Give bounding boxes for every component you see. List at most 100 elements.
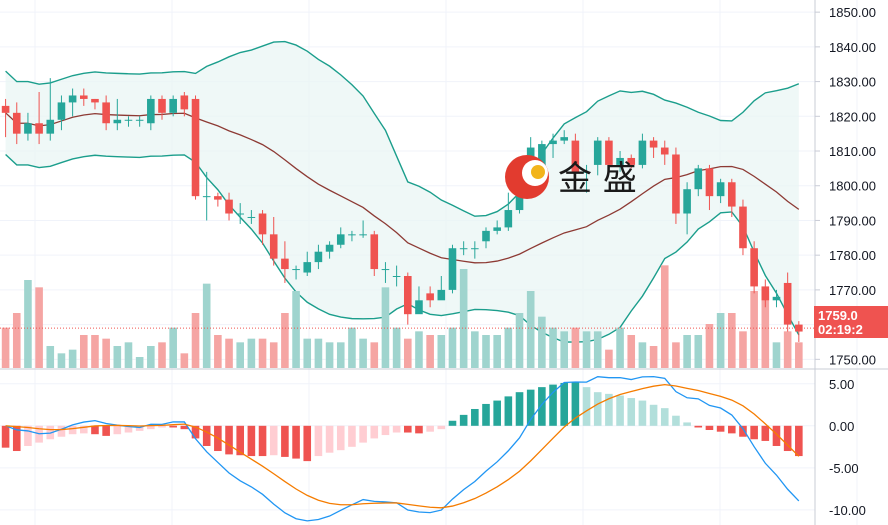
price-tick-label: 1850.00 bbox=[829, 5, 876, 20]
macd-histogram-bar bbox=[694, 425, 703, 428]
price-tag-countdown: 02:19:2 bbox=[818, 322, 863, 337]
volume-bar bbox=[526, 291, 535, 368]
candle-body bbox=[392, 276, 401, 277]
candle-body bbox=[493, 227, 501, 231]
volume-bar bbox=[214, 335, 222, 368]
candle-body bbox=[403, 276, 412, 315]
volume-bar bbox=[158, 342, 166, 368]
volume-bar bbox=[482, 335, 490, 368]
volume-bar bbox=[381, 287, 390, 368]
candle-body bbox=[236, 213, 245, 215]
candle-body bbox=[560, 137, 569, 141]
candle-body bbox=[102, 102, 110, 124]
candle-body bbox=[113, 119, 122, 124]
volume-bar bbox=[705, 324, 714, 368]
macd-histogram-bar bbox=[471, 408, 479, 426]
macd-histogram-bar bbox=[12, 425, 21, 452]
volume-bar bbox=[716, 313, 725, 368]
macd-histogram-bar bbox=[415, 425, 423, 434]
volume-bar bbox=[649, 346, 658, 368]
volume-bar bbox=[515, 313, 524, 368]
volume-bar bbox=[582, 331, 591, 368]
macd-histogram-bar bbox=[348, 425, 356, 447]
candle-body bbox=[214, 196, 222, 200]
macd-histogram-bar bbox=[772, 425, 781, 446]
price-tick-label: 1770.00 bbox=[829, 283, 876, 298]
candle-body bbox=[258, 213, 267, 235]
volume-bar bbox=[269, 342, 278, 368]
macd-histogram-bar bbox=[314, 425, 323, 457]
volume-bar bbox=[727, 313, 736, 368]
volume-bar bbox=[258, 338, 267, 368]
macd-axis[interactable]: 5.00 0.00 -5.00 -10.00 bbox=[829, 377, 866, 518]
volume-bar bbox=[91, 335, 99, 368]
volume-bar bbox=[102, 338, 110, 368]
candle-body bbox=[269, 234, 278, 259]
price-tick-label: 1790.00 bbox=[829, 213, 876, 228]
macd-histogram-bar bbox=[57, 425, 66, 437]
candle-body bbox=[135, 119, 144, 121]
volume-bar bbox=[113, 346, 122, 368]
volume-bar bbox=[24, 280, 32, 368]
macd-histogram-bar bbox=[672, 415, 680, 426]
volume-bar bbox=[605, 349, 613, 368]
macd-histogram-bar bbox=[783, 425, 792, 452]
volume-bar bbox=[392, 327, 401, 368]
volume-bar bbox=[12, 313, 21, 368]
candle-body bbox=[247, 216, 256, 218]
macd-tick-label: 0.00 bbox=[829, 419, 854, 434]
watermark-text: 金 盛 bbox=[558, 159, 637, 199]
volume-bar bbox=[750, 291, 758, 368]
candle-body bbox=[180, 95, 189, 110]
macd-histogram-bar bbox=[616, 395, 624, 426]
volume-bar bbox=[135, 357, 144, 368]
candle-body bbox=[716, 182, 725, 197]
volume-bar bbox=[638, 342, 647, 368]
upper-band-line bbox=[5, 40, 800, 217]
bollinger-bands bbox=[5, 40, 800, 343]
macd-histogram-bar bbox=[113, 425, 122, 435]
candle-body bbox=[783, 282, 792, 325]
macd-histogram-bar bbox=[649, 404, 658, 426]
candle-body bbox=[471, 248, 479, 250]
candle-body bbox=[672, 154, 680, 214]
candle-body bbox=[303, 262, 312, 273]
candle-body bbox=[538, 144, 546, 172]
band-fill bbox=[5, 41, 799, 343]
volume-bar bbox=[504, 327, 513, 368]
macd-histogram-bar bbox=[124, 425, 133, 433]
candle-body bbox=[292, 269, 300, 271]
candle-body bbox=[772, 296, 781, 301]
volume-bar bbox=[560, 331, 569, 368]
volume-bar bbox=[370, 342, 379, 368]
candle-body bbox=[705, 168, 714, 197]
macd-histogram-bar bbox=[191, 425, 200, 439]
macd-histogram-bar bbox=[627, 398, 636, 426]
candle-body bbox=[325, 244, 334, 252]
volume-bar bbox=[783, 331, 792, 368]
volume-bar bbox=[683, 335, 691, 368]
macd-histogram-bar bbox=[1, 425, 10, 448]
volume-bar bbox=[281, 313, 289, 368]
candle-body bbox=[12, 112, 21, 134]
volume-bar bbox=[616, 327, 624, 368]
macd-histogram-bar bbox=[493, 400, 501, 426]
candles bbox=[0, 78, 815, 342]
volume-bar bbox=[79, 335, 88, 368]
candle-body bbox=[57, 102, 66, 120]
volume-bar bbox=[593, 331, 602, 368]
macd-histogram-bar bbox=[526, 389, 535, 426]
candle-body bbox=[638, 140, 647, 165]
lower-band-line bbox=[5, 153, 800, 343]
candle-body bbox=[616, 157, 624, 165]
macd-histogram-bar bbox=[247, 425, 256, 457]
volume-bar bbox=[538, 316, 546, 368]
macd-histogram-bar bbox=[292, 425, 300, 459]
macd-histogram-bar bbox=[605, 393, 613, 426]
candle-body bbox=[448, 248, 457, 290]
macd-line bbox=[5, 375, 800, 522]
volume-bar bbox=[471, 331, 479, 368]
volume-bars bbox=[1, 265, 803, 368]
